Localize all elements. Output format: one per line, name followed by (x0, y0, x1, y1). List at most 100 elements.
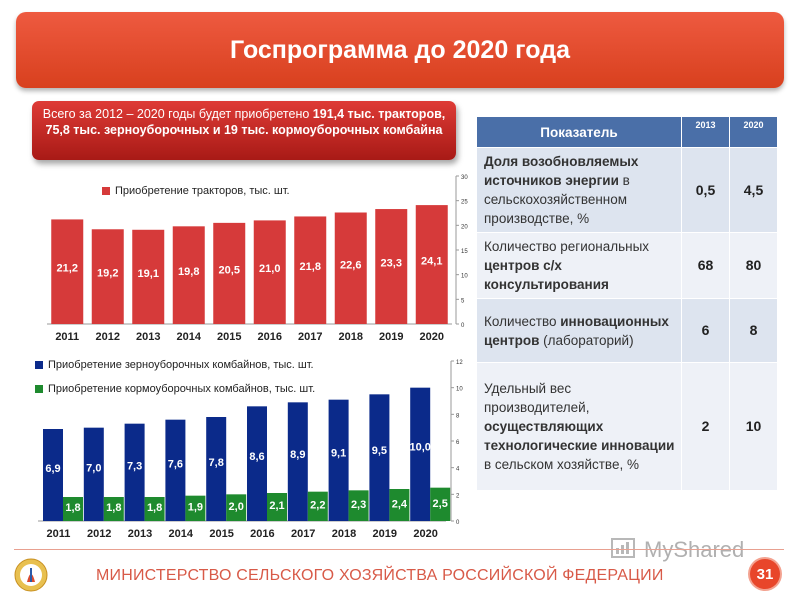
x-tick-label: 2013 (136, 331, 160, 343)
legend-swatch (35, 361, 43, 369)
bar (226, 494, 247, 521)
data-label: 2,0 (229, 501, 244, 513)
data-label: 22,6 (340, 259, 361, 271)
bar (51, 219, 84, 324)
bar (165, 419, 186, 521)
x-tick-label: 2020 (420, 331, 444, 343)
bar (328, 399, 349, 521)
indicator-cell: Удельный вес производителей, осуществляю… (476, 362, 682, 491)
bar (430, 487, 451, 521)
value-2013-cell: 0,5 (681, 147, 730, 233)
indicator-cell: Доля возобновляемых источников энергии в… (476, 147, 682, 233)
value-2013-cell: 6 (681, 298, 730, 363)
data-label: 20,5 (219, 264, 240, 276)
value-2013-cell: 2 (681, 362, 730, 491)
indicator-cell: Количество региональных центров с/х конс… (476, 232, 682, 299)
bar (43, 429, 63, 521)
data-label: 7,3 (127, 460, 142, 472)
x-tick-label: 2014 (177, 331, 202, 343)
x-tick-label: 2013 (128, 528, 152, 540)
ministry-name: МИНИСТЕРСТВО СЕЛЬСКОГО ХОЗЯЙСТВА РОССИЙС… (96, 567, 664, 584)
bar (253, 220, 286, 324)
indicator-cell: Количество инновационных центров (лабора… (476, 298, 682, 363)
bar (375, 209, 408, 324)
value-2013-cell: 68 (681, 232, 730, 299)
y-tick-label: 4 (456, 467, 460, 473)
data-label: 21,0 (259, 263, 280, 275)
y-tick-label: 15 (461, 249, 468, 255)
x-tick-label: 2011 (55, 331, 79, 343)
y-tick-label: 12 (456, 360, 463, 366)
y-tick-label: 10 (461, 274, 468, 280)
x-tick-label: 2019 (373, 528, 397, 540)
page-number: 31 (750, 559, 780, 589)
summary-callout: Всего за 2012 – 2020 годы будет приобрет… (32, 101, 456, 160)
data-label: 2,3 (351, 499, 366, 511)
tractors-chart: Приобретение тракторов, тыс. шт. 0 5 10 15 20… (47, 175, 468, 343)
bar (185, 495, 206, 521)
data-label: 8,6 (249, 451, 264, 463)
year-2020-header: 2020 (729, 116, 778, 148)
bar (63, 497, 83, 521)
callout-text-bold: 191,4 тыс. тракторов, 75,8 тыс. зерноубо… (45, 107, 446, 137)
x-tick-label: 2017 (291, 528, 315, 540)
value-2020-cell: 80 (729, 232, 778, 299)
x-tick-label: 2018 (339, 331, 363, 343)
data-label: 21,2 (57, 263, 78, 275)
table-row: Удельный вес производителей, осуществляю… (476, 362, 778, 491)
bar (369, 394, 390, 521)
y-tick-label: 2 (456, 493, 460, 499)
data-label: 1,8 (147, 502, 162, 514)
data-label: 2,4 (392, 499, 408, 511)
legend-label: Приобретение тракторов, тыс. шт. (115, 185, 290, 197)
y-tick-label: 5 (461, 298, 465, 304)
value-2020-cell: 8 (729, 298, 778, 363)
legend-label: Приобретение зерноуборочных комбайнов, т… (48, 359, 314, 371)
footer-divider (14, 549, 784, 550)
value-2020-cell: 4,5 (729, 147, 778, 233)
table-header-row: Показатель 2013 2020 (476, 116, 778, 148)
harvesters-chart: Приобретение зерноуборочных комбайнов, т… (35, 359, 463, 540)
year-2013-header: 2013 (681, 116, 730, 148)
ministry-emblem-icon (14, 558, 48, 592)
data-label: 2,2 (310, 500, 325, 512)
bar (124, 423, 145, 521)
data-label: 9,5 (372, 445, 387, 457)
data-label: 10,0 (409, 441, 430, 453)
bar (348, 490, 369, 521)
bar (267, 493, 287, 521)
x-tick-label: 2012 (87, 528, 111, 540)
data-label: 19,8 (178, 266, 199, 278)
legend-swatch (35, 385, 43, 393)
x-tick-label: 2011 (46, 528, 70, 540)
bar (410, 387, 431, 521)
bar (91, 229, 124, 324)
bar (294, 216, 327, 324)
data-label: 6,9 (45, 463, 60, 475)
bar (132, 229, 165, 324)
watermark-logo-icon (611, 538, 635, 558)
data-label: 1,9 (188, 501, 203, 513)
indicators-table: Показатель 2013 2020 Доля возобновляемых… (476, 116, 778, 491)
data-label: 8,9 (290, 449, 305, 461)
data-label: 23,3 (381, 258, 402, 270)
x-tick-label: 2020 (413, 528, 437, 540)
y-tick-label: 8 (456, 413, 460, 419)
bar (334, 212, 367, 324)
legend-label: Приобретение кормоуборочных комбайнов, т… (48, 383, 315, 395)
data-label: 7,8 (209, 457, 224, 469)
y-tick-label: 6 (456, 440, 460, 446)
x-tick-label: 2016 (250, 528, 274, 540)
indicator-header: Показатель (476, 116, 682, 148)
y-tick-label: 30 (461, 175, 468, 181)
legend-swatch (102, 187, 110, 195)
data-label: 24,1 (421, 256, 442, 268)
x-tick-label: 2018 (332, 528, 356, 540)
table-row: Количество региональных центров с/х конс… (476, 232, 778, 299)
data-label: 1,8 (65, 502, 80, 514)
data-label: 1,8 (106, 502, 121, 514)
bar (247, 406, 267, 521)
bar (389, 489, 410, 521)
callout-text-plain: Всего за 2012 – 2020 годы будет приобрет… (42, 107, 313, 121)
bar (307, 491, 328, 521)
